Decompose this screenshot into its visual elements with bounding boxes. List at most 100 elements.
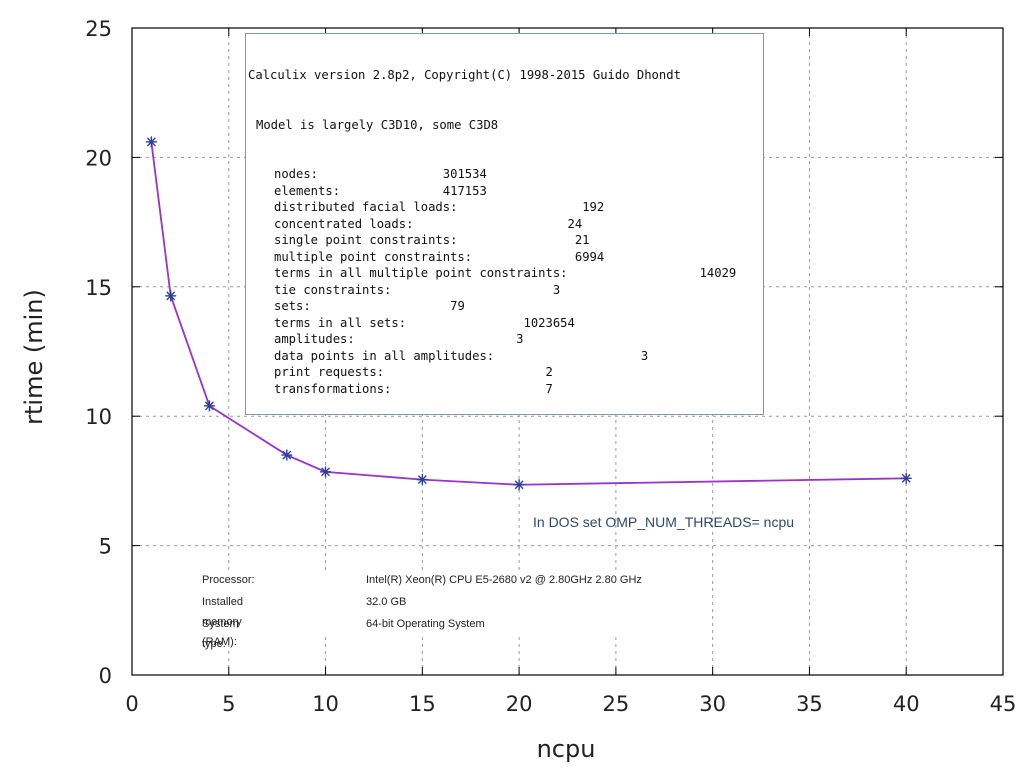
info-row-gap	[391, 382, 545, 396]
info-row-label: terms in all sets:	[274, 315, 407, 330]
marker-stroke	[166, 291, 176, 301]
info-row-gap	[472, 250, 575, 264]
info-row-label: data points in all amplitudes:	[274, 348, 495, 363]
info-row: multiple point constraints: 6994	[246, 249, 763, 266]
x-axis-title: ncpu	[537, 735, 596, 763]
data-point-marker	[165, 290, 177, 302]
info-row-label: transformations:	[274, 381, 392, 396]
system-info-panel: Processor: Intel(R) Xeon(R) CPU E5-2680 …	[196, 570, 676, 650]
info-row-value: 1023654	[523, 315, 575, 330]
y-tick-label: 0	[99, 664, 112, 688]
info-row-label: multiple point constraints:	[274, 249, 473, 264]
marker-stroke	[146, 137, 156, 147]
x-tick-label: 40	[893, 692, 920, 716]
info-row: concentrated loads: 24	[246, 216, 763, 233]
info-row-label: single point constraints:	[274, 233, 458, 247]
axis-ticks: 0 5 10 15 20 25 30 35 40 45 0 5 10 15 20 25	[85, 17, 1016, 716]
data-point-marker	[900, 472, 912, 484]
calculix-info-box: Calculix version 2.8p2, Copyright(C) 199…	[245, 33, 764, 415]
marker-stroke	[204, 401, 214, 411]
info-row-gap	[494, 349, 641, 363]
series-line	[150, 141, 907, 486]
info-row: amplitudes: 3	[246, 331, 763, 348]
data-point-marker	[320, 466, 332, 478]
info-row-value: 3	[552, 282, 561, 297]
info-row: print requests: 2	[246, 364, 763, 381]
marker-stroke	[514, 480, 524, 490]
y-tick-label: 10	[85, 405, 112, 429]
data-point-marker	[513, 479, 525, 491]
info-row-label: nodes:	[274, 167, 319, 181]
info-row-label: sets:	[274, 299, 311, 313]
info-row-gap	[457, 200, 582, 214]
info-row-value: 3	[516, 332, 524, 346]
y-tick-label: 20	[85, 146, 112, 170]
system-info-value: 64-bit Operating System	[366, 618, 485, 630]
info-row: terms in all sets: 1023654	[246, 315, 763, 332]
x-tick-label: 35	[796, 692, 823, 716]
x-tick-label: 5	[222, 692, 235, 716]
info-header: Calculix version 2.8p2, Copyright(C) 199…	[248, 68, 681, 82]
y-axis-title: rtime (min)	[20, 289, 48, 425]
info-row-gap	[318, 167, 443, 181]
info-row-value: 7	[545, 381, 553, 396]
info-row-gap	[384, 365, 545, 379]
x-tick-label: 30	[699, 692, 726, 716]
info-row-gap	[391, 283, 552, 297]
info-row-label: terms in all multiple point constraints:	[274, 266, 568, 280]
marker-stroke	[417, 475, 427, 485]
info-row-value: 417153	[442, 183, 487, 198]
x-tick-label: 0	[125, 692, 138, 716]
info-row-gap	[311, 299, 450, 313]
info-row-value: 14029	[699, 266, 737, 280]
info-row-label: elements:	[274, 183, 341, 198]
marker-stroke	[321, 467, 331, 477]
info-row-label: tie constraints:	[274, 282, 392, 297]
system-info-key: System type:	[202, 618, 239, 650]
info-row-value: 2	[545, 365, 553, 379]
info-row: sets: 79	[246, 298, 763, 315]
system-info-key: Installed memory (RAM):	[202, 596, 243, 648]
marker-stroke	[901, 473, 911, 483]
marker-stroke	[282, 450, 292, 460]
x-tick-label: 10	[312, 692, 339, 716]
info-row: distributed facial loads: 192	[246, 199, 763, 216]
info-row-value: 3	[640, 348, 649, 363]
info-row-value: 79	[450, 299, 465, 313]
x-tick-label: 25	[603, 692, 630, 716]
info-row-label: amplitudes:	[274, 332, 355, 346]
data-point-marker	[203, 400, 215, 412]
info-row: nodes: 301534	[246, 166, 763, 183]
info-row-value: 6994	[574, 249, 605, 264]
data-point-marker	[281, 449, 293, 461]
info-row-label: distributed facial loads:	[274, 200, 458, 214]
info-row: terms in all multiple point constraints:…	[246, 265, 763, 282]
y-tick-label: 25	[85, 17, 112, 41]
info-row-value: 21	[574, 233, 590, 247]
info-row-value: 192	[582, 200, 605, 214]
info-row-gap	[413, 217, 567, 231]
system-info-value: 32.0 GB	[366, 596, 407, 608]
x-tick-label: 20	[506, 692, 533, 716]
y-tick-label: 15	[85, 276, 112, 300]
info-row: elements: 417153	[246, 183, 763, 200]
info-row: data points in all amplitudes: 3	[246, 348, 763, 365]
info-subheader: Model is largely C3D10, some C3D8	[256, 117, 499, 132]
info-row: transformations: 7	[246, 381, 763, 398]
info-row-value: 301534	[442, 167, 487, 181]
info-row: single point constraints: 21	[246, 232, 763, 249]
info-row: tie constraints: 3	[246, 282, 763, 299]
system-info-key: Processor:	[202, 574, 255, 586]
x-tick-label: 45	[990, 692, 1017, 716]
info-row-value: 24	[567, 216, 583, 231]
info-rows: nodes: 301534 elements: 417153 distributed…	[246, 166, 763, 397]
info-row-label: print requests:	[274, 365, 385, 379]
data-point-marker	[145, 136, 157, 148]
series-layer	[145, 136, 912, 491]
info-row-gap	[406, 316, 523, 330]
data-point-marker	[416, 474, 428, 486]
info-row-gap	[568, 266, 700, 280]
info-row-gap	[340, 184, 443, 198]
info-row-label: concentrated loads:	[274, 216, 414, 231]
x-tick-label: 15	[409, 692, 436, 716]
